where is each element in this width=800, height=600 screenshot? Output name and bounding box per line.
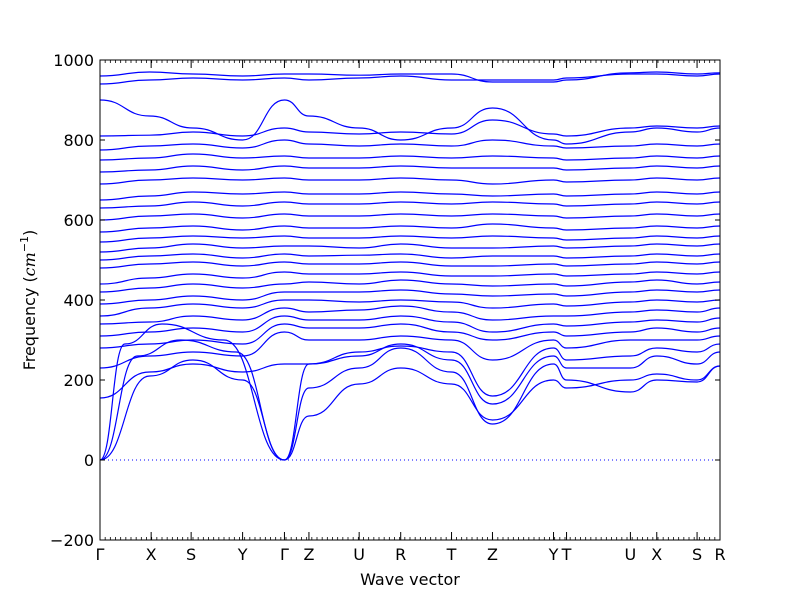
band-line-19 [99, 235, 721, 243]
band-line-23 [99, 191, 721, 201]
kpoint-label: R [714, 545, 725, 564]
kpoint-label: X [146, 545, 157, 564]
band-line-8 [99, 331, 721, 369]
band-line-27 [99, 139, 721, 151]
band-line-2 [99, 339, 285, 461]
band-line-12 [99, 299, 721, 317]
band-line-5 [284, 347, 721, 461]
band-line-30 [99, 73, 721, 85]
kpoint-label: T [561, 545, 572, 564]
band-lines [99, 71, 721, 461]
band-line-22 [99, 201, 721, 209]
axis-ticks [99, 59, 721, 541]
y-tick-label: 800 [63, 131, 94, 150]
band-line-29 [99, 99, 721, 145]
kpoint-label: Γ [96, 545, 105, 564]
y-tick-label: −200 [50, 531, 94, 550]
kpoint-label: U [625, 545, 637, 564]
band-line-26 [99, 153, 721, 161]
x-axis-label: Wave vector [360, 570, 460, 589]
band-line-11 [99, 305, 721, 325]
kpoint-label: S [692, 545, 702, 564]
y-tick-label: 0 [84, 451, 94, 470]
y-tick-labels: −200 0 200 400 600 800 1000 [50, 51, 94, 550]
kpoint-label: Y [548, 545, 559, 564]
band-line-18 [99, 243, 721, 253]
y-tick-label: 400 [63, 291, 94, 310]
band-line-13 [99, 289, 721, 305]
y-tick-label: 1000 [53, 51, 94, 70]
kpoint-label: X [651, 545, 662, 564]
y-tick-label: 600 [63, 211, 94, 230]
y-tick-label: 200 [63, 371, 94, 390]
band-line-17 [99, 253, 721, 261]
band-line-15 [99, 271, 721, 285]
band-line-25 [99, 165, 721, 173]
band-line-6 [284, 343, 721, 461]
kpoint-label: Z [487, 545, 498, 564]
band-line-16 [99, 261, 721, 269]
kpoint-label: T [446, 545, 457, 564]
band-line-20 [99, 223, 721, 233]
kpoint-label: R [395, 545, 406, 564]
band-line-10 [99, 315, 721, 337]
kpoint-label: Y [237, 545, 248, 564]
kpoint-label: S [186, 545, 196, 564]
y-axis-label: Frequency (cm−1) [18, 230, 39, 371]
kpoint-label: Z [303, 545, 314, 564]
band-line-14 [99, 279, 721, 293]
band-line-9 [99, 323, 721, 349]
band-line-3 [99, 323, 285, 461]
band-line-21 [99, 213, 721, 221]
band-line-31 [99, 71, 721, 83]
band-line-24 [99, 177, 721, 185]
kpoint-label: Γ [280, 545, 289, 564]
kpoint-label: U [353, 545, 365, 564]
band-line-7 [99, 343, 721, 399]
